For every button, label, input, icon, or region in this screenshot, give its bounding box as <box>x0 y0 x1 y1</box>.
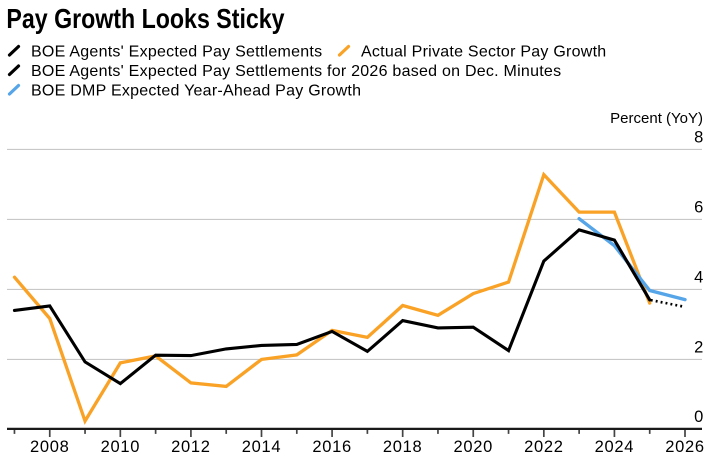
svg-text:BOE Agents' Expected Pay Settl: BOE Agents' Expected Pay Settlements <box>31 43 322 60</box>
svg-text:2026: 2026 <box>665 438 705 456</box>
svg-text:2016: 2016 <box>312 438 352 456</box>
svg-text:BOE Agents' Expected Pay Settl: BOE Agents' Expected Pay Settlements for… <box>31 63 561 80</box>
svg-text:2010: 2010 <box>101 438 141 456</box>
svg-text:2018: 2018 <box>383 438 423 456</box>
svg-text:Pay Growth Looks Sticky: Pay Growth Looks Sticky <box>6 4 284 34</box>
svg-text:BOE DMP Expected Year-Ahead Pa: BOE DMP Expected Year-Ahead Pay Growth <box>31 82 361 99</box>
svg-text:2008: 2008 <box>30 438 70 456</box>
svg-text:2022: 2022 <box>524 438 564 456</box>
svg-text:Percent (YoY): Percent (YoY) <box>610 110 703 127</box>
svg-text:8: 8 <box>694 129 703 147</box>
svg-text:0: 0 <box>694 408 703 426</box>
svg-text:2: 2 <box>694 339 703 357</box>
svg-text:6: 6 <box>694 199 703 217</box>
svg-text:2014: 2014 <box>242 438 282 456</box>
svg-text:4: 4 <box>694 269 703 287</box>
svg-text:Actual Private Sector Pay Grow: Actual Private Sector Pay Growth <box>361 43 606 60</box>
svg-text:2024: 2024 <box>595 438 635 456</box>
svg-text:2012: 2012 <box>171 438 211 456</box>
svg-text:2020: 2020 <box>453 438 493 456</box>
